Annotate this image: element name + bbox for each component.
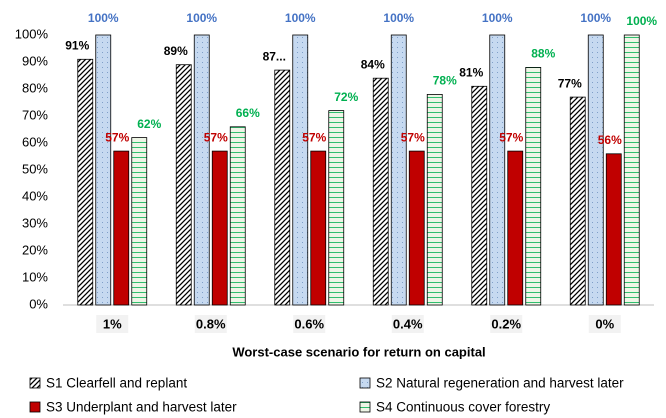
x-axis-title: Worst-case scenario for return on capita…: [232, 344, 485, 359]
bar: [113, 150, 130, 306]
bar: [408, 150, 425, 306]
value-label: 89%: [164, 44, 188, 58]
bar: [131, 137, 148, 306]
y-tick-label: 30%: [22, 215, 48, 230]
value-label: 62%: [137, 117, 161, 131]
bar: [489, 34, 506, 306]
bar: [310, 150, 327, 306]
y-tick-label: 80%: [22, 80, 48, 95]
y-tick-label: 10%: [22, 269, 48, 284]
x-tick-bg: [391, 315, 424, 333]
x-tick-bg: [490, 315, 523, 333]
bar: [328, 110, 345, 306]
value-label: 87...: [263, 49, 286, 63]
value-label: 72%: [334, 90, 358, 104]
x-tick-label: 0.6%: [294, 316, 324, 331]
legend-label: S4 Continuous cover forestry: [376, 400, 550, 415]
bar: [605, 153, 622, 306]
y-tick-label: 90%: [22, 53, 48, 68]
x-tick-bg: [293, 315, 326, 333]
value-label: 91%: [65, 38, 89, 52]
legend-label: S3 Underplant and harvest later: [46, 400, 237, 415]
value-label: 100%: [88, 11, 119, 25]
value-label: 100%: [580, 11, 611, 25]
bar: [390, 34, 407, 306]
bar: [211, 150, 228, 306]
x-tick-label: 0.2%: [491, 316, 521, 331]
value-label: 81%: [459, 65, 483, 79]
bar: [77, 58, 94, 306]
bar: [587, 34, 604, 306]
y-tick-label: 20%: [22, 242, 48, 257]
value-label: 57%: [499, 130, 523, 144]
x-tick-label: 0.4%: [393, 316, 423, 331]
bar: [426, 94, 443, 306]
bar: [471, 85, 488, 306]
y-tick-label: 40%: [22, 188, 48, 203]
bar: [175, 64, 192, 306]
value-label: 78%: [433, 74, 457, 88]
value-label: 56%: [598, 133, 622, 147]
legend-swatch: [29, 377, 41, 389]
legend-label: S2 Natural regeneration and harvest late…: [376, 376, 624, 391]
value-label: 100%: [626, 14, 657, 28]
bar: [372, 77, 389, 306]
value-label: 100%: [186, 11, 217, 25]
y-tick-label: 70%: [22, 107, 48, 122]
value-label: 57%: [401, 130, 425, 144]
bar: [229, 126, 246, 306]
bar: [623, 34, 640, 306]
x-tick-label: 0.8%: [196, 316, 226, 331]
value-label: 100%: [285, 11, 316, 25]
y-tick-label: 0%: [29, 296, 48, 311]
bar: [95, 34, 112, 306]
bar: [274, 69, 291, 306]
value-label: 100%: [482, 11, 513, 25]
bar: [525, 67, 542, 306]
value-label: 100%: [383, 11, 414, 25]
bar: [507, 150, 524, 306]
value-label: 84%: [361, 57, 385, 71]
value-label: 57%: [105, 130, 129, 144]
value-label: 66%: [236, 106, 260, 120]
bar: [569, 96, 586, 306]
legend-swatch: [29, 401, 41, 413]
x-tick-bg: [194, 315, 227, 333]
legend-label: S1 Clearfell and replant: [46, 376, 187, 391]
x-tick-label: 0%: [595, 316, 614, 331]
value-label: 88%: [531, 47, 555, 61]
x-tick-label: 1%: [103, 316, 122, 331]
legend-swatch: [359, 401, 371, 413]
bar: [193, 34, 210, 306]
y-tick-label: 60%: [22, 134, 48, 149]
value-label: 57%: [204, 130, 228, 144]
bar: [292, 34, 309, 306]
y-tick-label: 50%: [22, 161, 48, 176]
x-tick-bg: [96, 315, 129, 333]
value-label: 77%: [558, 76, 582, 90]
legend-swatch: [359, 377, 371, 389]
value-label: 57%: [302, 130, 326, 144]
x-tick-bg: [588, 315, 621, 333]
y-tick-label: 100%: [15, 26, 49, 41]
